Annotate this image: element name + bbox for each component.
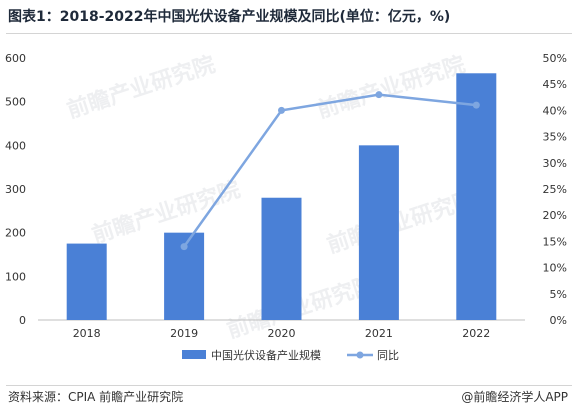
x-tick-label: 2020: [268, 327, 296, 340]
y-tick-label: 400: [5, 139, 26, 152]
y2-tick-label: 40%: [543, 104, 567, 117]
brand-label: @前瞻经济学人APP: [461, 390, 568, 404]
y-tick-label: 0: [19, 314, 26, 327]
legend-bar-label: 中国光伏设备产业规模: [211, 348, 321, 362]
title-divider: [6, 33, 572, 34]
bar-2018: [66, 243, 107, 320]
source-note: 资料来源：CPIA 前瞻产业研究院: [8, 390, 184, 404]
chart-area: 前瞻产业研究院前瞻产业研究院前瞻产业研究院前瞻产业研究院前瞻产业研究院 0100…: [5, 51, 567, 362]
y2-tick-label: 20%: [543, 209, 567, 222]
yoy-point-2020: [278, 106, 285, 114]
watermark-text: 前瞻产业研究院: [314, 51, 469, 123]
y-tick-label: 500: [5, 96, 26, 109]
yoy-line: [183, 93, 477, 248]
x-tick-label: 2019: [170, 327, 198, 340]
chart-title: 图表1：2018-2022年中国光伏设备产业规模及同比(单位：亿元，%): [8, 9, 451, 25]
y-tick-label: 100: [5, 270, 26, 283]
bar-2021: [358, 145, 399, 320]
bar-series: [66, 73, 497, 321]
yoy-point-2021: [375, 91, 383, 99]
y2-tick-label: 50%: [543, 52, 567, 65]
legend-line-marker: [356, 351, 364, 359]
watermark-text: 前瞻产业研究院: [64, 51, 219, 123]
y2-tick-label: 10%: [543, 262, 567, 275]
watermark-text: 前瞻产业研究院: [324, 186, 479, 258]
line-series: [180, 91, 480, 251]
yoy-point-2022: [472, 101, 480, 109]
yoy-point-2019: [180, 243, 188, 251]
x-tick-label: 2022: [462, 327, 490, 340]
bar-2022: [456, 73, 497, 321]
y-tick-label: 300: [5, 183, 26, 196]
y2-tick-label: 25%: [543, 183, 567, 196]
y2-tick-label: 5%: [550, 288, 567, 301]
y2-tick-label: 35%: [543, 131, 567, 144]
y2-tick-label: 45%: [543, 78, 567, 91]
footer-divider: [6, 385, 572, 386]
y-tick-label: 600: [5, 52, 26, 65]
x-tick-label: 2021: [365, 327, 393, 340]
legend-line-label: 同比: [377, 349, 399, 362]
y-tick-label: 200: [5, 227, 26, 240]
y2-tick-label: 0%: [550, 314, 567, 327]
y2-tick-label: 30%: [543, 157, 567, 170]
axes: 0 100 200 300 400 500 600 0% 5% 10% 15% 20% 25% 30% 35…: [5, 52, 567, 340]
legend: 中国光伏设备产业规模 同比: [182, 348, 399, 362]
x-tick-label: 2018: [73, 327, 101, 340]
bar-2020: [261, 197, 302, 320]
y2-tick-label: 15%: [543, 235, 567, 248]
legend-bar-swatch: [182, 350, 206, 359]
